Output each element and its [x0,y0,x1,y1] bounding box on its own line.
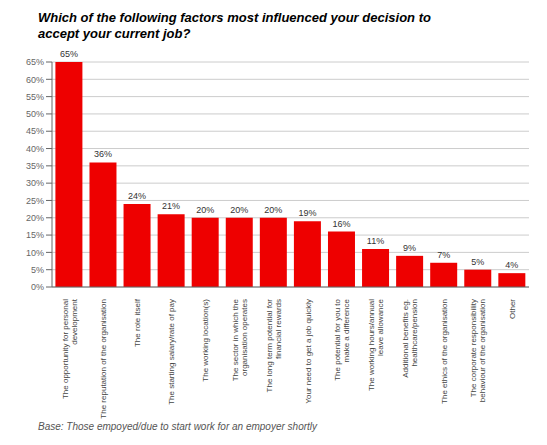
svg-text:45%: 45% [26,126,44,136]
svg-text:5%: 5% [471,257,484,267]
svg-text:20%: 20% [230,205,248,215]
html-text:Base: Those empoyed/due to sta: Base: Those empoyed/due to start work fo… [38,421,317,432]
svg-text:The potential for you tomake a: The potential for you tomake a differenc… [333,298,351,380]
svg-text:60%: 60% [26,75,44,85]
svg-text:10%: 10% [26,248,44,258]
svg-text:40%: 40% [26,144,44,154]
svg-text:65%: 65% [26,57,44,67]
svg-text:30%: 30% [26,178,44,188]
svg-text:The working location(s): The working location(s) [201,299,210,382]
svg-text:19%: 19% [298,208,316,218]
svg-text:5%: 5% [31,265,44,275]
svg-text:The working hours/annualleave: The working hours/annualleave allowance [367,298,385,391]
svg-text:0%: 0% [31,282,44,292]
svg-text:55%: 55% [26,92,44,102]
svg-text:20%: 20% [26,213,44,223]
svg-text:Additional benefits eg.healthc: Additional benefits eg.healthcare/pensio… [401,299,419,378]
svg-text:16%: 16% [332,219,350,229]
svg-text:4%: 4% [505,260,518,270]
svg-text:9%: 9% [403,243,416,253]
svg-text:The reputation of the organisa: The reputation of the organisation [99,299,108,419]
svg-text:11%: 11% [367,236,384,246]
svg-text:20%: 20% [196,205,214,215]
svg-text:The sector in which theorganis: The sector in which theorganisation oper… [231,298,249,381]
svg-text:20%: 20% [264,205,282,215]
svg-text:65%: 65% [60,49,78,59]
svg-text:The corporate responsibilitybe: The corporate responsibilitybehaviour of… [469,299,487,402]
svg-text:The long term potential forfin: The long term potential forfinancial rew… [265,299,283,393]
svg-text:The ethics of the organisation: The ethics of the organisation [440,299,449,404]
svg-text:The starting salary/rate of pa: The starting salary/rate of pay [167,299,176,405]
svg-text:35%: 35% [26,161,44,171]
svg-text:15%: 15% [26,230,44,240]
svg-text:Other: Other [508,299,517,319]
svg-text:36%: 36% [94,149,112,159]
svg-text:The role itself: The role itself [133,298,142,347]
svg-text:24%: 24% [128,191,146,201]
svg-text:Your need to get a job quickly: Your need to get a job quickly [304,299,313,404]
svg-text:21%: 21% [162,201,180,211]
svg-text:The opportunity for personalde: The opportunity for personaldevelopment [61,298,79,399]
html-text:Which of the following factors: Which of the following factors most infl… [38,10,431,41]
svg-text:25%: 25% [26,196,44,206]
svg-text:50%: 50% [26,109,44,119]
svg-text:7%: 7% [437,250,450,260]
